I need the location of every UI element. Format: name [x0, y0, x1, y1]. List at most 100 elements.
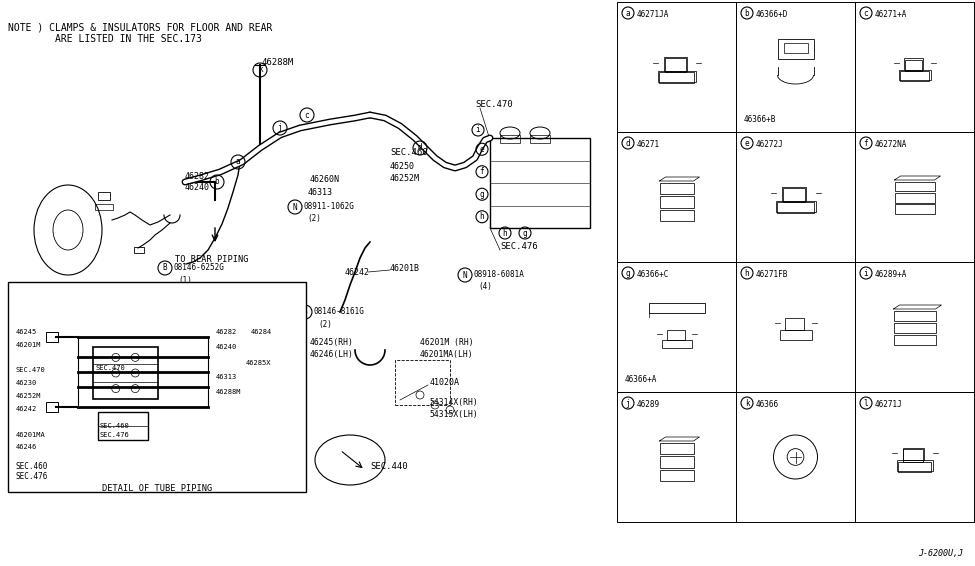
Text: 46289: 46289 [637, 400, 660, 409]
Bar [98, 412, 148, 440]
Bar [659, 470, 693, 481]
Bar [617, 392, 736, 522]
Bar [893, 323, 935, 333]
Text: g: g [626, 268, 630, 277]
Bar [665, 58, 685, 72]
Text: J-6200U,J: J-6200U,J [918, 549, 963, 558]
Text: ARE LISTED IN THE SEC.173: ARE LISTED IN THE SEC.173 [8, 34, 202, 44]
Bar [617, 2, 736, 132]
Bar [779, 330, 811, 340]
Bar [775, 200, 815, 212]
Text: 46282: 46282 [185, 172, 210, 181]
Text: TO REAR PIPING: TO REAR PIPING [175, 255, 249, 264]
Text: SEC.440: SEC.440 [370, 462, 408, 471]
Text: f: f [480, 167, 485, 176]
Text: 46313: 46313 [308, 188, 333, 197]
Text: DETAIL OF TUBE PIPING: DETAIL OF TUBE PIPING [101, 484, 213, 493]
Bar [736, 392, 855, 522]
Bar [898, 461, 931, 472]
Text: f: f [864, 139, 869, 148]
Text: 46252M: 46252M [390, 174, 420, 183]
Bar [95, 204, 113, 210]
Bar [896, 460, 932, 471]
Text: (2): (2) [318, 320, 332, 329]
Text: N: N [292, 203, 297, 212]
Bar [530, 135, 550, 143]
Text: 54314X(RH): 54314X(RH) [430, 398, 479, 407]
Bar [667, 330, 684, 340]
Text: 41020A: 41020A [430, 378, 460, 387]
Text: B: B [302, 307, 307, 316]
Bar [659, 196, 693, 208]
Text: a: a [626, 8, 630, 18]
Text: i: i [476, 126, 481, 135]
Bar [648, 303, 705, 313]
Bar [93, 347, 158, 399]
Text: g: g [523, 229, 527, 238]
Text: SEC.476: SEC.476 [500, 242, 537, 251]
Bar [617, 262, 736, 392]
Text: g: g [480, 190, 485, 199]
Text: 46271+A: 46271+A [875, 10, 908, 19]
Bar [894, 193, 934, 203]
Text: 46366+B: 46366+B [744, 115, 776, 124]
Text: 46366+D: 46366+D [756, 10, 789, 19]
Text: 46271: 46271 [637, 140, 660, 149]
Text: 46201B: 46201B [390, 264, 420, 273]
Bar [500, 135, 520, 143]
Bar [395, 360, 450, 405]
Text: 46271J: 46271J [875, 400, 903, 409]
Text: a: a [236, 157, 240, 166]
Text: 46366+C: 46366+C [637, 270, 670, 279]
Bar [782, 187, 806, 200]
Bar [664, 57, 686, 71]
Bar [894, 204, 934, 214]
Text: 46240: 46240 [216, 344, 237, 350]
Bar [661, 340, 691, 348]
Text: 46288M: 46288M [216, 389, 242, 395]
Bar [855, 132, 974, 262]
Bar [659, 72, 694, 83]
Bar [659, 209, 693, 221]
Bar [903, 448, 924, 460]
Text: 46201MA: 46201MA [16, 432, 46, 438]
Text: (2): (2) [307, 214, 321, 223]
Bar [903, 449, 923, 461]
Bar [659, 456, 693, 468]
Bar [893, 311, 935, 321]
Text: (1): (1) [178, 276, 192, 285]
Bar [894, 182, 934, 191]
Bar [490, 138, 590, 228]
Bar [617, 132, 736, 262]
Text: 46271JA: 46271JA [637, 10, 670, 19]
Text: 46260N: 46260N [310, 175, 340, 184]
Text: 46201M: 46201M [16, 342, 42, 348]
Text: 46282: 46282 [216, 329, 237, 335]
Text: h: h [480, 212, 485, 221]
Text: e: e [480, 145, 485, 154]
Text: l: l [864, 398, 869, 408]
Bar [855, 262, 974, 392]
Text: 46240: 46240 [185, 183, 210, 192]
Bar [855, 2, 974, 132]
Bar [8, 282, 306, 492]
Text: 46288M: 46288M [262, 58, 294, 67]
Text: 46230: 46230 [16, 380, 37, 386]
Text: 46242: 46242 [16, 406, 37, 412]
Bar [98, 192, 110, 200]
Bar [736, 262, 855, 392]
Bar [900, 71, 929, 81]
Bar [899, 70, 930, 80]
Bar [905, 59, 922, 71]
Text: SEC.460: SEC.460 [390, 148, 428, 157]
Text: 46246: 46246 [16, 444, 37, 450]
Bar [657, 71, 695, 82]
Bar [784, 43, 807, 53]
Bar [893, 335, 935, 345]
Text: b: b [745, 8, 750, 18]
Text: 46245: 46245 [16, 329, 37, 335]
Text: N: N [463, 271, 467, 280]
Bar [785, 319, 804, 330]
Bar [659, 443, 693, 454]
Text: e: e [745, 139, 750, 148]
